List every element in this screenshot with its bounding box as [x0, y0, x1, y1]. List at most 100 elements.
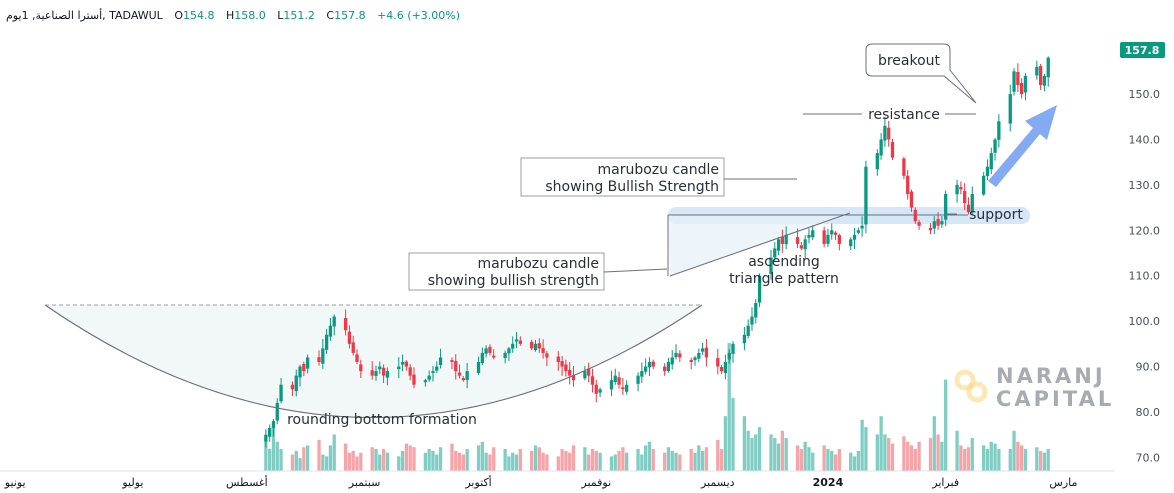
candle-body — [598, 389, 602, 393]
volume-bar — [617, 450, 621, 471]
volume-bar — [450, 443, 454, 471]
volume-bar — [769, 434, 773, 471]
volume-bar — [457, 452, 462, 471]
volume-bar — [856, 450, 860, 471]
candle-body — [993, 139, 997, 153]
candle-body — [400, 362, 405, 365]
trend-arrow-icon — [988, 105, 1057, 187]
candle-body — [879, 139, 883, 156]
candle-body — [875, 153, 879, 170]
candle-body — [860, 225, 864, 229]
candle-body — [302, 363, 306, 372]
candle-body — [989, 153, 993, 170]
volume-bar — [317, 439, 321, 471]
volume-bar — [1038, 450, 1043, 471]
volume-bar — [803, 441, 807, 471]
volume-bar — [875, 434, 879, 471]
candle-body — [913, 209, 917, 222]
volume-bar — [385, 452, 390, 471]
volume-bar — [1012, 430, 1016, 471]
volume-bar — [571, 445, 576, 471]
volume-bar — [795, 445, 800, 471]
volume-bar — [913, 449, 917, 471]
volume-bar — [959, 445, 963, 471]
candle-body — [955, 184, 959, 195]
volume-bar — [1042, 452, 1047, 471]
volume-bar — [780, 430, 785, 471]
volume-bar — [488, 454, 492, 471]
volume-bar — [890, 443, 895, 471]
volume-bar — [997, 449, 1001, 471]
y-tick-label: 140.0 — [1129, 133, 1161, 146]
candle-body — [909, 191, 914, 208]
candle-body — [1038, 66, 1043, 85]
candle-body — [480, 352, 484, 364]
volume-bar — [332, 434, 336, 471]
volume-bar — [651, 449, 655, 471]
price-badge-box — [1120, 42, 1165, 58]
candle-body — [670, 357, 674, 365]
candle-body — [1042, 75, 1047, 86]
breakout-bubble — [865, 43, 977, 104]
volume-bar — [636, 449, 640, 471]
volume-bar — [674, 452, 678, 471]
volume-bar — [750, 438, 754, 471]
candle-body — [780, 237, 785, 244]
candle-body — [640, 371, 644, 377]
volume-bar — [541, 452, 545, 471]
candle-body — [427, 375, 431, 380]
volume-bar — [754, 434, 758, 471]
candle-body — [541, 348, 545, 353]
candle-body — [1016, 71, 1020, 85]
candle-body — [704, 347, 709, 358]
candle-body — [959, 187, 963, 190]
volume-bar — [492, 447, 496, 471]
candle-body — [545, 353, 549, 358]
volume-bar — [989, 441, 993, 471]
candle-body — [795, 237, 800, 244]
volume-bar — [484, 452, 488, 471]
volume-bar — [909, 445, 914, 471]
candle-body — [568, 369, 572, 376]
volume-bar — [826, 449, 830, 471]
volume-bar — [564, 450, 568, 471]
change-value: +4.6 (+3.00%) — [377, 9, 460, 22]
volume-bar — [621, 447, 625, 471]
candle-body — [412, 374, 416, 385]
volume-bar — [503, 449, 507, 471]
candle-body — [503, 352, 507, 358]
candle-body — [465, 371, 469, 380]
volume-bar — [807, 447, 811, 471]
marubozu-callout-1-line2: showing bullish strength — [428, 273, 599, 289]
candle-body — [594, 384, 598, 394]
candle-body — [613, 375, 617, 383]
candle-body — [826, 234, 830, 244]
volume-bar — [936, 434, 940, 471]
candle-body — [651, 361, 655, 367]
x-tick-label: أكتوبر — [464, 475, 491, 489]
candle-body — [723, 362, 728, 374]
volume-bar — [811, 452, 815, 471]
volume-bar — [268, 449, 272, 471]
volume-bar — [742, 416, 747, 471]
volume-bar — [583, 447, 587, 471]
volume-bar — [279, 449, 283, 471]
marubozu-callout-1: marubozu candle showing bullish strength — [408, 252, 668, 291]
candle-body — [693, 357, 697, 361]
y-tick-label: 120.0 — [1129, 224, 1161, 237]
candle-body — [833, 232, 838, 235]
volume-bar — [776, 443, 781, 471]
marubozu-callout-1-line1: marubozu candle — [477, 256, 599, 272]
x-tick-label: يونيو — [4, 476, 26, 489]
candle-body — [556, 356, 560, 362]
volume-bar — [302, 447, 306, 471]
breakout-label: breakout — [878, 53, 941, 69]
y-tick-label: 130.0 — [1129, 179, 1161, 192]
candle-body — [750, 316, 754, 325]
candle-body — [970, 193, 974, 213]
candle-body — [906, 175, 910, 194]
volume-bar — [852, 456, 857, 471]
volume-bar — [537, 447, 541, 471]
volume-bar — [545, 454, 549, 471]
